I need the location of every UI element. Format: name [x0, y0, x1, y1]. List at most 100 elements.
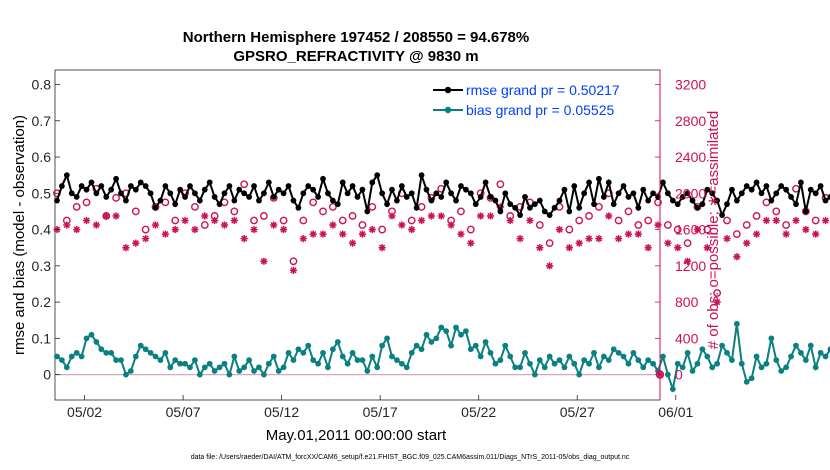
- assimilated-marker-stroke: [457, 230, 465, 238]
- bias-point: [610, 346, 617, 353]
- bias-point: [625, 360, 632, 367]
- rmse-point: [620, 183, 627, 189]
- assimilated-marker: [752, 230, 761, 238]
- rmse-point: [359, 186, 366, 193]
- bias-point: [137, 342, 144, 349]
- rmse-point: [78, 183, 85, 189]
- possible-marker: [565, 225, 574, 234]
- bias-point: [635, 357, 642, 364]
- bias-point: [522, 349, 528, 356]
- rmse-point: [58, 183, 65, 189]
- rmse-point: [477, 194, 484, 200]
- possible-marker: [112, 193, 120, 202]
- assimilated-marker-stroke: [339, 230, 346, 238]
- y-right-tick-label: 2400: [675, 149, 706, 165]
- rmse-point: [788, 194, 794, 200]
- bias-point: [147, 349, 154, 356]
- rmse-point: [694, 204, 701, 211]
- assimilated-marker-stroke: [447, 221, 455, 229]
- possible-marker: [250, 216, 258, 225]
- possible-marker: [713, 289, 722, 297]
- assimilated-marker: [782, 230, 790, 238]
- assimilated-marker-stroke: [694, 226, 701, 233]
- bias-point: [334, 339, 341, 345]
- bias-point: [280, 364, 287, 371]
- rmse-point: [507, 201, 514, 208]
- bias-point: [709, 364, 716, 371]
- rmse-point: [118, 190, 124, 197]
- rmse-point: [403, 194, 410, 200]
- rmse-point: [132, 186, 139, 193]
- bias-point: [482, 339, 489, 345]
- rmse-point: [812, 190, 819, 197]
- rmse-point: [236, 186, 243, 193]
- bias-point: [78, 353, 85, 360]
- x-tick-label: 05/02: [67, 404, 102, 420]
- rmse-point: [605, 179, 612, 186]
- bias-point: [127, 368, 134, 374]
- rmse-point: [645, 197, 652, 204]
- bias-point: [389, 353, 395, 360]
- bias-point: [113, 357, 119, 364]
- bias-point: [295, 346, 302, 353]
- bias-point: [256, 364, 262, 371]
- assimilated-marker-stroke: [507, 217, 514, 224]
- rmse-point: [630, 190, 637, 197]
- assimilated-marker-stroke: [408, 226, 415, 233]
- rmse-point: [502, 190, 509, 197]
- bias-point: [187, 364, 193, 371]
- rmse-point: [295, 204, 302, 211]
- rmse-point: [738, 190, 745, 197]
- bias-point: [729, 357, 735, 364]
- bias-point: [108, 349, 115, 356]
- rmse-point: [113, 175, 119, 182]
- possible-marker: [535, 221, 544, 229]
- possible-marker: [299, 216, 308, 225]
- rmse-point: [103, 194, 110, 200]
- rmse-point: [260, 190, 267, 197]
- bias-point: [349, 349, 356, 356]
- bias-point: [98, 346, 105, 353]
- assimilated-marker-stroke: [211, 217, 218, 224]
- rmse-point: [724, 201, 730, 208]
- rmse-point: [561, 186, 568, 193]
- rmse-point: [497, 208, 504, 215]
- bias-point: [748, 375, 755, 382]
- bias-point: [408, 349, 415, 356]
- rmse-point: [448, 190, 455, 197]
- rmse-point: [349, 183, 356, 189]
- assimilated-marker-stroke: [398, 221, 405, 229]
- assimilated-marker: [595, 235, 603, 243]
- assimilated-marker: [339, 230, 347, 238]
- possible-marker: [82, 198, 91, 207]
- assimilated-marker-stroke: [684, 258, 691, 265]
- assimilated-marker-stroke: [290, 267, 297, 274]
- bias-point: [492, 360, 499, 367]
- assimilated-marker: [220, 221, 229, 229]
- bias-point: [265, 360, 272, 367]
- bias-point: [438, 324, 445, 331]
- bias-point: [118, 357, 124, 364]
- assimilated-marker: [191, 225, 199, 234]
- bias-point: [182, 360, 188, 367]
- rmse-point: [566, 208, 573, 215]
- assimilated-marker: [279, 225, 288, 234]
- rmse-point: [246, 194, 253, 200]
- bias-point: [251, 368, 257, 374]
- series-layer: [53, 172, 830, 394]
- bias-point: [300, 349, 307, 356]
- assimilated-marker-stroke: [152, 221, 159, 229]
- rmse-point: [325, 190, 331, 197]
- assimilated-marker-stroke: [300, 235, 307, 242]
- bias-point: [68, 353, 75, 360]
- possible-marker: [230, 207, 239, 216]
- possible-marker: [240, 180, 249, 189]
- rmse-point: [280, 190, 287, 197]
- bias-point: [443, 328, 450, 334]
- assimilated-marker: [664, 239, 672, 247]
- x-tick-label: 05/27: [560, 404, 595, 420]
- rmse-point: [807, 186, 814, 193]
- y-right-tick-label: 3200: [675, 77, 706, 93]
- rmse-point: [827, 194, 830, 200]
